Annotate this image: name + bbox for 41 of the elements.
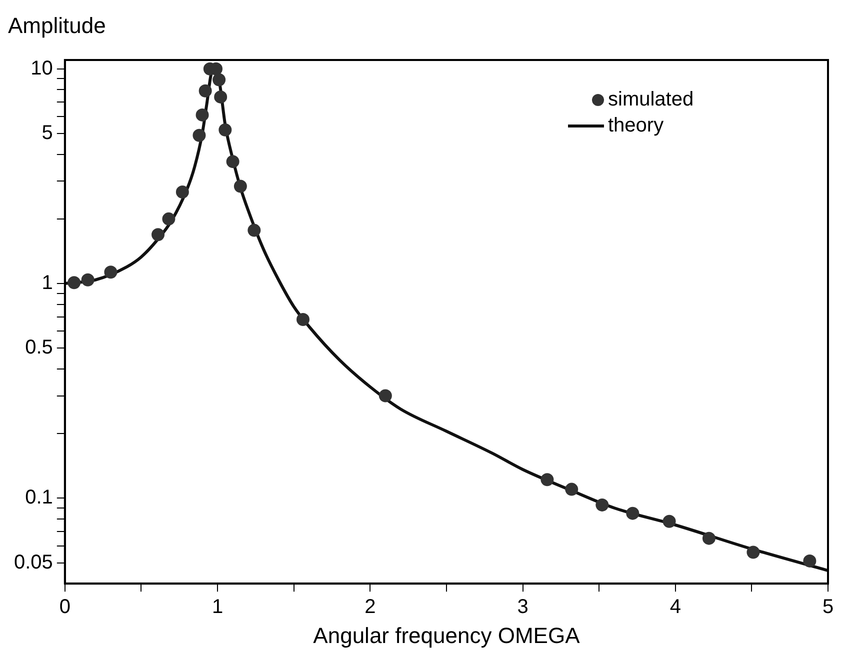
point bbox=[104, 266, 118, 279]
point bbox=[803, 554, 816, 568]
point bbox=[152, 228, 165, 242]
point bbox=[214, 90, 228, 104]
x-tick-label: 4 bbox=[670, 596, 681, 618]
y-tick-label: 0.05 bbox=[14, 551, 53, 574]
x-tick-label: 0 bbox=[59, 596, 70, 618]
point bbox=[226, 155, 240, 168]
point bbox=[596, 498, 609, 512]
legend-label: simulated bbox=[608, 88, 694, 111]
point bbox=[248, 224, 261, 237]
point bbox=[192, 128, 206, 142]
x-tick-label: 1 bbox=[212, 596, 224, 618]
point bbox=[234, 180, 247, 193]
y-tick-label: 1 bbox=[42, 272, 53, 294]
y-tick-label: 10 bbox=[30, 57, 53, 80]
point bbox=[662, 514, 676, 528]
point bbox=[176, 185, 189, 198]
point bbox=[702, 532, 716, 545]
point bbox=[626, 506, 640, 520]
point bbox=[565, 482, 578, 496]
x-tick-label: 3 bbox=[517, 596, 528, 618]
y-tick-label: 5 bbox=[42, 122, 53, 144]
point bbox=[378, 389, 392, 402]
x-tick-label: 5 bbox=[822, 596, 834, 618]
legend-label: theory bbox=[608, 114, 664, 137]
x-axis-title: Angular frequency OMEGA bbox=[313, 622, 580, 648]
point bbox=[746, 546, 760, 559]
point bbox=[162, 212, 176, 226]
y-tick-label: 0.5 bbox=[25, 336, 53, 359]
y-axis-title: Amplitude bbox=[8, 13, 106, 38]
point bbox=[540, 473, 554, 486]
point bbox=[212, 73, 226, 86]
point bbox=[198, 84, 212, 98]
x-tick-label: 2 bbox=[364, 596, 376, 618]
point bbox=[81, 273, 94, 286]
y-tick-label: 0.1 bbox=[25, 486, 53, 509]
point bbox=[218, 123, 232, 136]
point bbox=[68, 276, 81, 290]
point bbox=[196, 108, 209, 122]
point bbox=[296, 312, 310, 326]
